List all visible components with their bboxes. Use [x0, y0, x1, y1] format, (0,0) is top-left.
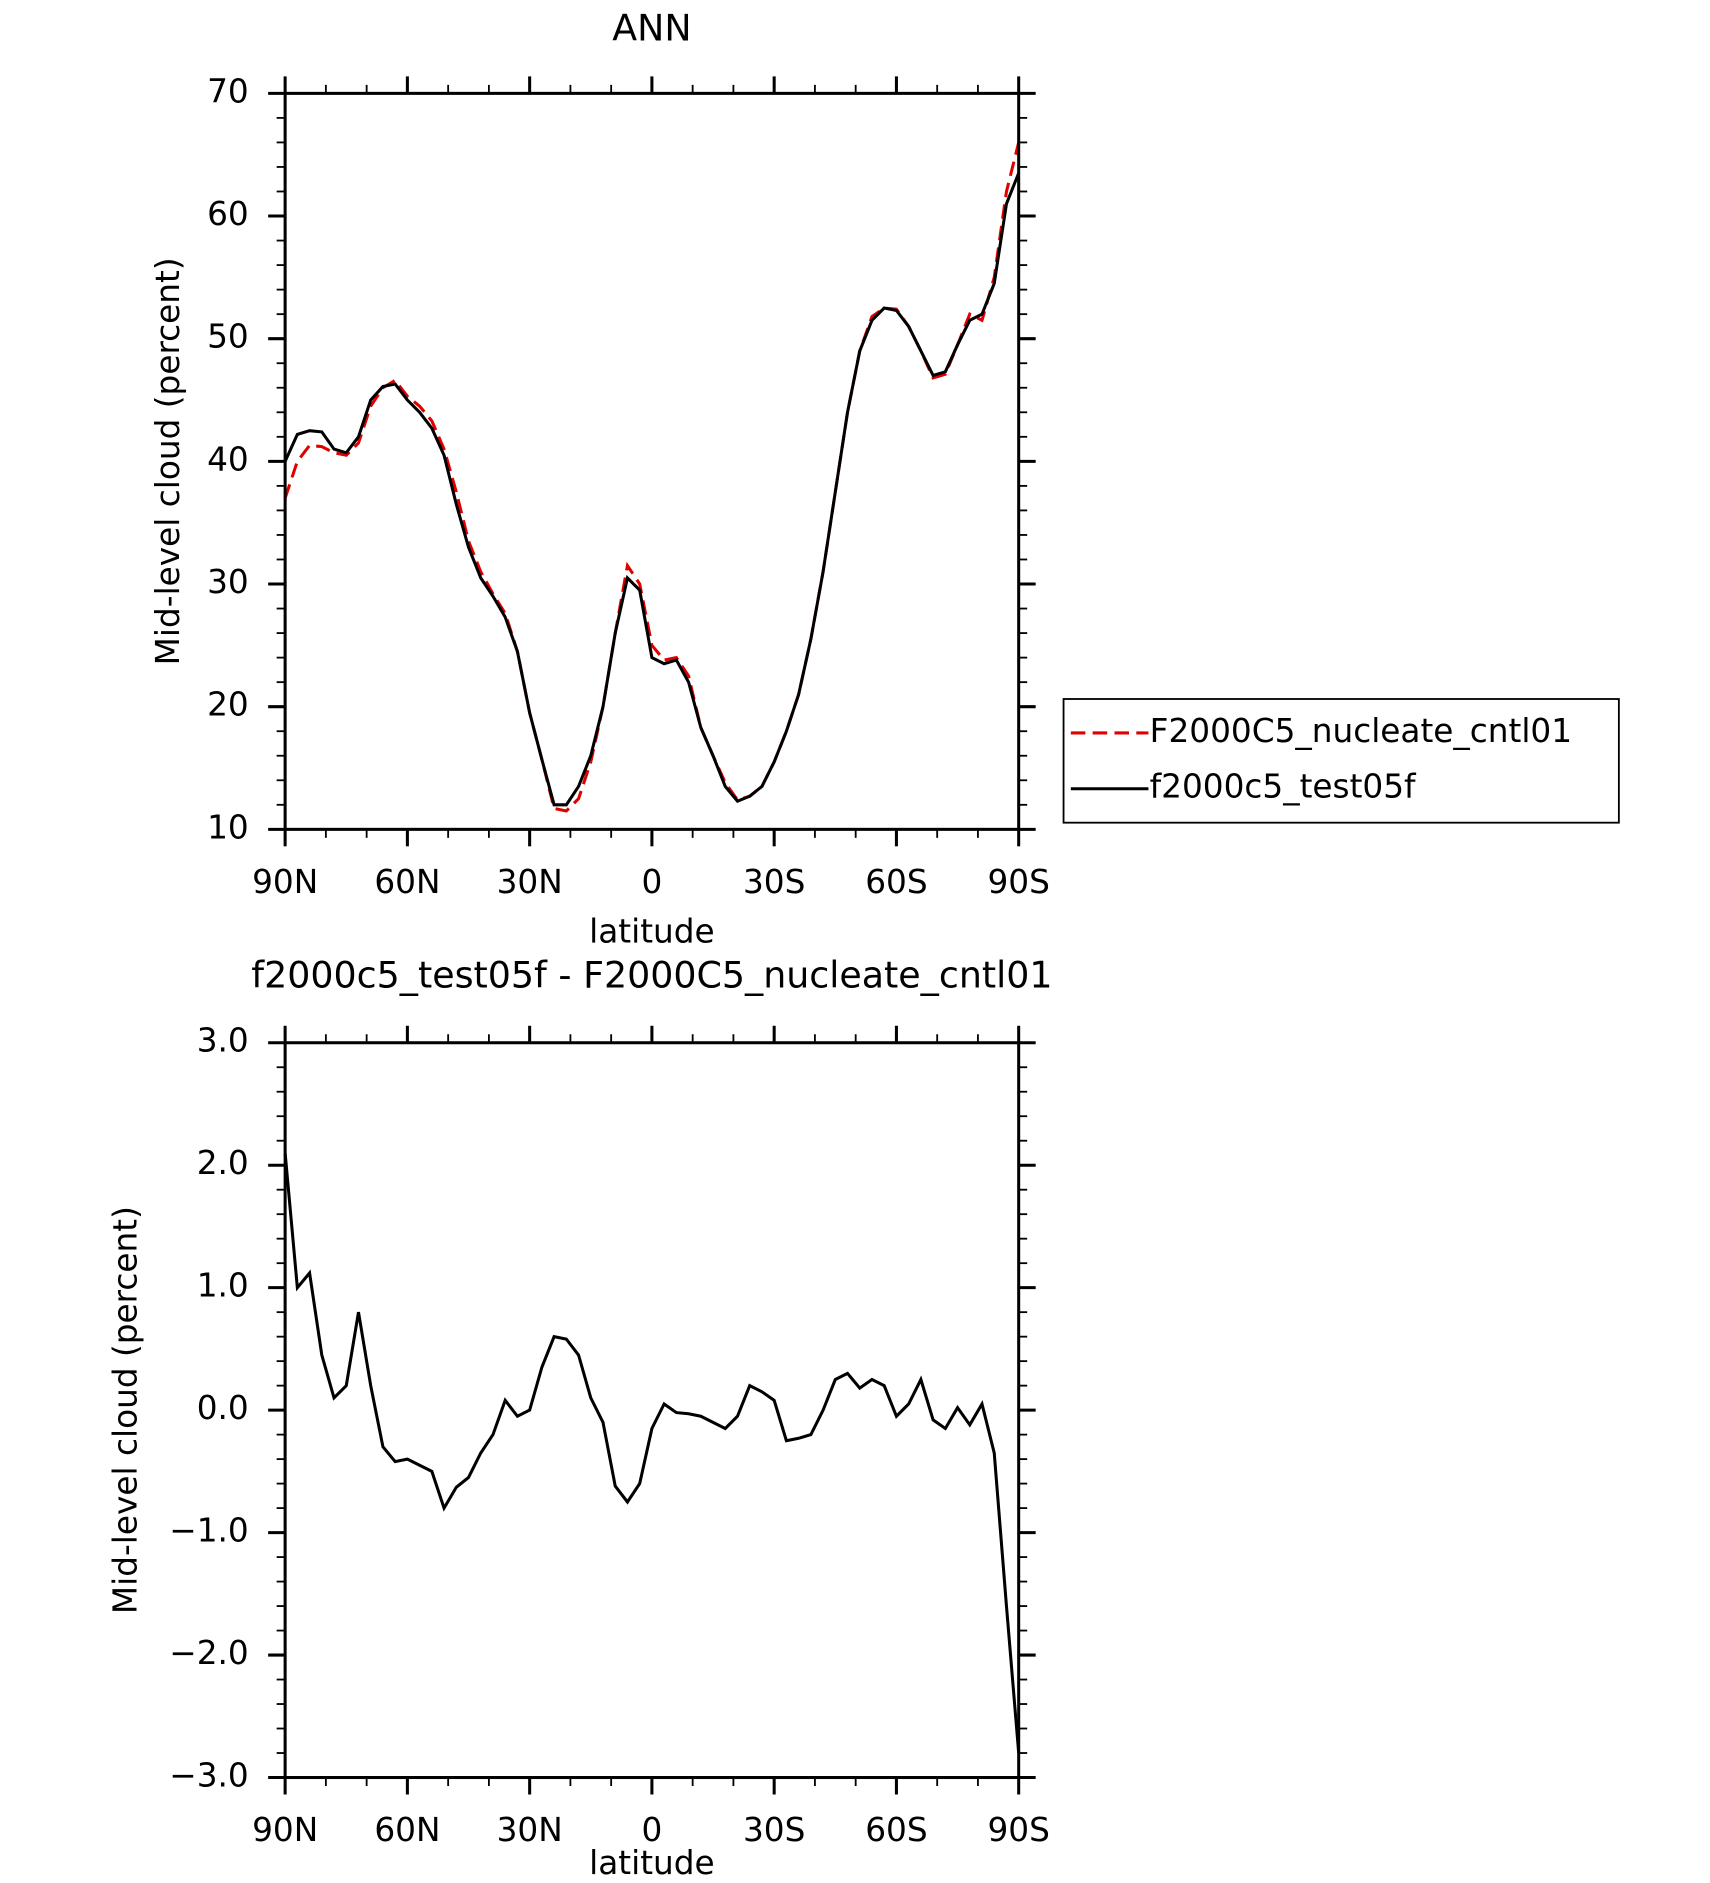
y-tick-label: −1.0 [169, 1512, 248, 1550]
x-tick-label: 90N [252, 1811, 318, 1849]
legend-label: F2000C5_nucleate_cntl01 [1150, 712, 1572, 750]
plot-frame [283, 91, 1021, 831]
y-tick-label: 2.0 [197, 1144, 249, 1182]
y-tick-label: 1.0 [197, 1267, 249, 1305]
x-tick-label: 60S [865, 863, 927, 901]
x-tick-label: 30S [743, 863, 805, 901]
x-tick-label: 0 [641, 1811, 662, 1849]
y-tick-label: 50 [207, 318, 249, 356]
x-tick-label: 30N [497, 863, 563, 901]
y-tick-label: 30 [207, 563, 249, 601]
y-tick-label: −3.0 [169, 1757, 248, 1795]
x-axis-label: latitude [589, 913, 715, 951]
x-axis-label: latitude [589, 1844, 715, 1882]
chart-title: ANN [612, 6, 691, 49]
y-axis-label: Mid-level cloud (percent) [149, 257, 187, 665]
x-tick-label: 60N [374, 1811, 440, 1849]
data-line [283, 142, 1021, 813]
x-tick-label: 30N [497, 1811, 563, 1849]
legend-box [1062, 698, 1620, 824]
y-axis-label: Mid-level cloud (percent) [107, 1206, 145, 1614]
legend: F2000C5_nucleate_cntl01 f2000c5_test05f [1062, 698, 1620, 824]
x-tick-label: 60N [374, 863, 440, 901]
y-tick-label: 60 [207, 195, 249, 233]
x-tick-label: 0 [641, 863, 662, 901]
chart-title: f2000c5_test05f - F2000C5_nucleate_cntl0… [251, 953, 1052, 996]
x-tick-label: 90N [252, 863, 318, 901]
x-tick-label: 30S [743, 1811, 805, 1849]
y-tick-label: 0.0 [197, 1389, 249, 1427]
x-tick-label: 90S [987, 1811, 1049, 1849]
legend-label: f2000c5_test05f [1150, 768, 1417, 806]
y-tick-label: 3.0 [197, 1022, 249, 1060]
x-tick-label: 90S [987, 863, 1049, 901]
data-line [283, 172, 1021, 807]
y-tick-label: −2.0 [169, 1634, 248, 1672]
plot-frame [283, 1041, 1021, 1780]
data-line [283, 1152, 1021, 1754]
x-tick-label: 60S [865, 1811, 927, 1849]
y-tick-label: 20 [207, 686, 249, 724]
y-tick-label: 40 [207, 440, 249, 478]
y-tick-label: 10 [207, 808, 249, 846]
y-tick-label: 70 [207, 72, 249, 110]
